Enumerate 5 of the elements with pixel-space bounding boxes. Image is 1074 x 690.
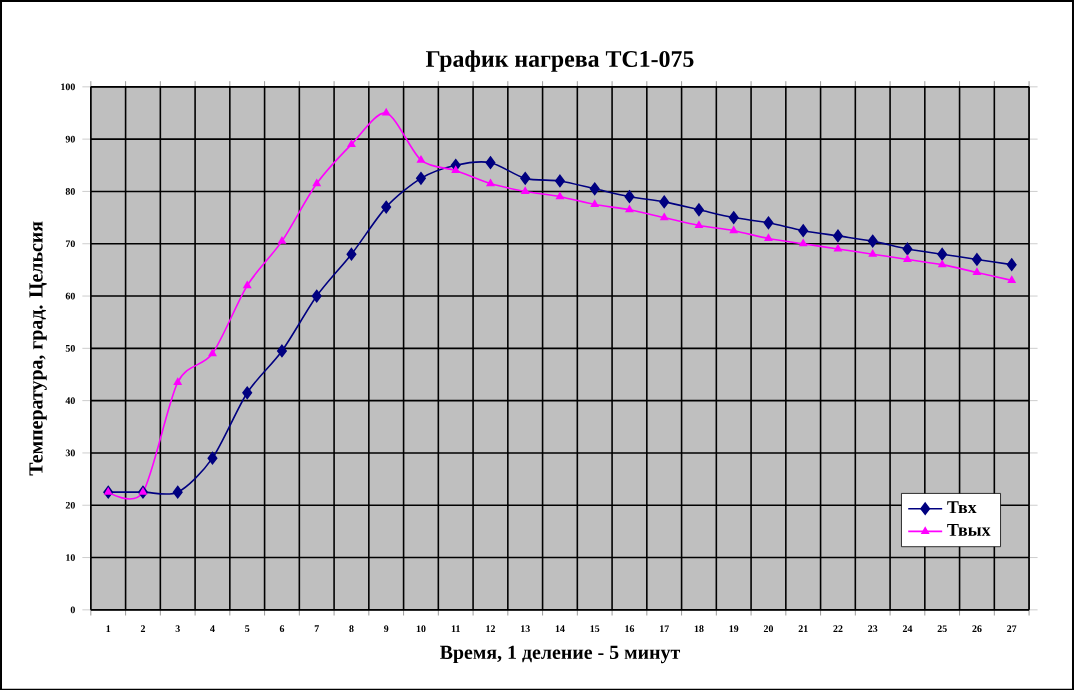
- legend-label: Твых: [947, 523, 991, 536]
- x-axis-title: Время, 1 деление - 5 минут: [440, 645, 681, 663]
- legend-label: Твх: [947, 501, 977, 513]
- chart-title: График нагрева ТС1-075: [425, 49, 694, 72]
- y-axis-title: Температура, град. Цельсия: [29, 221, 47, 476]
